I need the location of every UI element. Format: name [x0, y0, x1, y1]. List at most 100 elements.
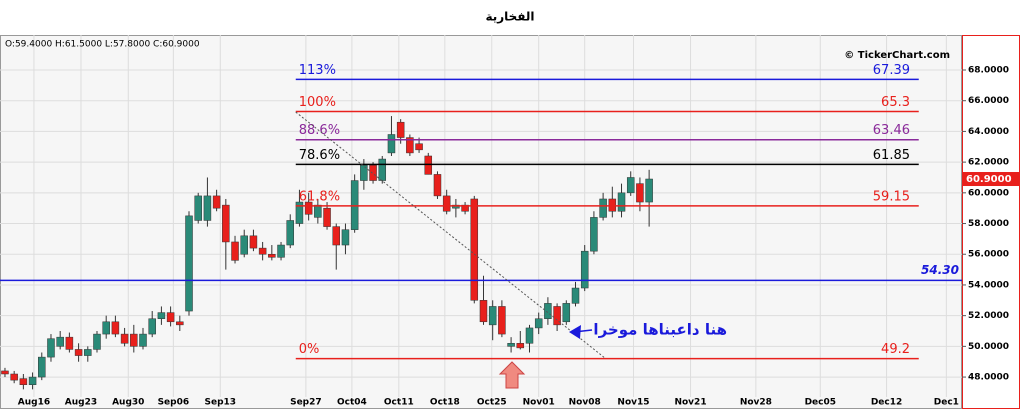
y-tick-label: 66.0000: [968, 96, 1009, 106]
candle-body: [47, 338, 55, 358]
candle-body: [645, 178, 653, 203]
x-tick-label: Dec12: [871, 398, 902, 408]
candle-body: [93, 333, 101, 350]
candle-body: [65, 336, 74, 350]
candle-body: [323, 207, 331, 227]
candle-body: [360, 164, 368, 181]
x-tick-label: Nov21: [674, 398, 706, 408]
candle-body: [28, 376, 37, 385]
x-tick-label: Dec1: [934, 398, 959, 408]
fib-value: 61.85: [873, 148, 910, 163]
candle-body: [590, 217, 598, 252]
x-tick-label: Oct18: [430, 398, 460, 408]
candle-body: [56, 336, 64, 347]
y-tick-label: 50.0000: [968, 342, 1009, 352]
y-tick-label: 60.0000: [968, 188, 1009, 198]
candle-body: [231, 241, 239, 261]
x-tick-label: Nov01: [523, 398, 555, 408]
candle-body: [139, 333, 147, 347]
candle-body: [461, 204, 469, 212]
candle-body: [433, 174, 442, 197]
x-tick-label: Dec05: [805, 398, 836, 408]
candle-body: [268, 253, 276, 258]
candle-body: [507, 343, 515, 347]
candle-body: [240, 235, 248, 255]
candle-body: [222, 204, 230, 243]
watermark: © TickerChart.com: [844, 50, 950, 61]
fib-value: 49.2: [881, 342, 910, 357]
candle-body: [396, 121, 405, 138]
candle-body: [19, 378, 28, 385]
y-tick-label: 48.0000: [968, 373, 1009, 383]
x-tick-label: Sep27: [290, 398, 322, 408]
candle-body: [378, 158, 387, 181]
x-tick-label: Aug23: [65, 398, 97, 408]
candle-body: [442, 195, 451, 212]
x-tick-label: Oct25: [477, 398, 507, 408]
candle-body: [102, 321, 110, 335]
candle-body: [185, 215, 193, 312]
y-tick-label: 52.0000: [968, 311, 1009, 321]
fib-label: 88.6%: [299, 123, 340, 138]
candle-body: [277, 244, 285, 258]
x-tick-label: Aug30: [112, 398, 144, 408]
candle-body: [194, 195, 202, 221]
candle-body: [498, 306, 506, 335]
last-price-box: [963, 172, 1019, 187]
candle-body: [479, 300, 488, 323]
candle-body: [470, 198, 479, 301]
fib-value: 59.15: [873, 189, 910, 204]
annotation-arrowhead: [569, 325, 581, 339]
fib-value: 63.46: [873, 123, 910, 138]
candle-body: [452, 204, 460, 209]
candle-body: [1, 370, 9, 375]
last-price-label: 60.9000: [966, 174, 1012, 185]
fib-value: 65.3: [881, 95, 910, 110]
y-tick-label: 68.0000: [968, 66, 1009, 76]
candle-body: [295, 201, 304, 224]
candle-body: [157, 312, 166, 319]
y-tick-label: 64.0000: [968, 127, 1009, 137]
fib-label: 113%: [299, 63, 336, 78]
x-tick-label: Oct11: [384, 398, 414, 408]
candle-body: [120, 333, 129, 344]
candle-body: [544, 303, 552, 319]
candle-body: [424, 155, 433, 175]
candle-body: [10, 373, 18, 381]
x-tick-label: Oct04: [337, 398, 367, 408]
candle-body: [166, 312, 175, 323]
candle-body: [516, 343, 525, 349]
pointer-arrow: [498, 361, 526, 389]
support-label: 54.30: [921, 263, 959, 277]
candle-body: [314, 204, 322, 218]
candle-body: [553, 306, 561, 326]
fib-label: 78.6%: [299, 148, 340, 163]
candle-body: [626, 177, 635, 194]
annotation: هنا داعبناها موخرا: [593, 321, 727, 339]
fib-label: 100%: [299, 95, 336, 110]
y-tick-label: 62.0000: [968, 158, 1009, 168]
x-tick-label: Sep06: [158, 398, 190, 408]
x-tick-label: Sep13: [205, 398, 237, 408]
y-tick-label: 56.0000: [968, 250, 1009, 260]
candle-body: [617, 192, 626, 212]
candle-body: [415, 143, 423, 151]
candle-body: [580, 250, 589, 289]
plot-area: [0, 35, 962, 409]
candle-body: [176, 321, 184, 326]
candle-body: [406, 137, 414, 154]
candle-body: [332, 226, 340, 246]
candle-body: [212, 195, 221, 209]
fib-label: 0%: [299, 342, 320, 357]
x-tick-label: Nov15: [617, 398, 649, 408]
candle-body: [84, 349, 92, 356]
x-tick-label: Nov28: [740, 398, 772, 408]
candle-body: [608, 198, 617, 212]
candle-body: [148, 318, 156, 335]
x-tick-label: Aug16: [18, 398, 50, 408]
candle-body: [74, 349, 83, 356]
candle-body: [341, 229, 350, 246]
candle-body: [599, 198, 607, 218]
y-tick-label: 54.0000: [968, 280, 1009, 290]
